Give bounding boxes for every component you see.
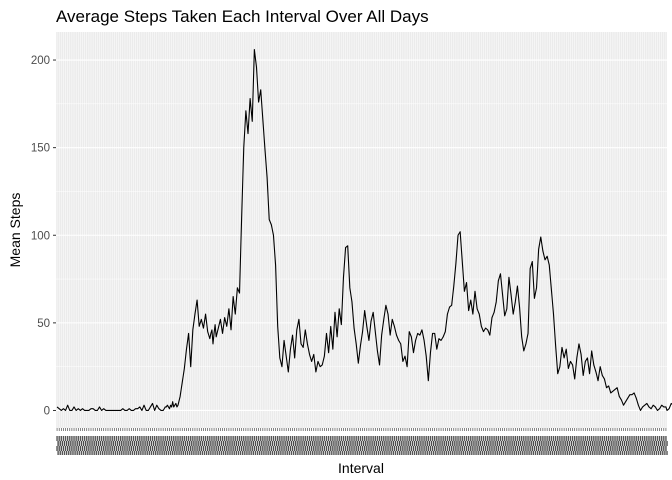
x-tick-labels-overplotted	[56, 436, 667, 441]
y-tick-label: 150	[31, 143, 50, 155]
y-tick-label: 200	[31, 55, 50, 67]
chart-title: Average Steps Taken Each Interval Over A…	[56, 7, 429, 26]
x-axis-tick-labels	[56, 436, 668, 455]
x-tick-marks	[56, 428, 667, 431]
plot-panel	[56, 32, 667, 428]
y-tick-label: 50	[37, 318, 50, 330]
x-tick-labels-overplotted	[57, 451, 668, 455]
x-axis-ticks	[56, 428, 667, 431]
x-tick-labels-overplotted	[57, 441, 668, 446]
series-line	[56, 48, 672, 412]
x-axis-title: Interval	[338, 460, 384, 476]
y-axis-title: Mean Steps	[7, 193, 23, 268]
y-axis-ticks: 0 50 100 150 200	[31, 55, 56, 417]
y-tick-label: 100	[31, 230, 50, 242]
x-tick-labels-overplotted	[56, 446, 667, 451]
y-tick-label: 0	[44, 405, 50, 417]
